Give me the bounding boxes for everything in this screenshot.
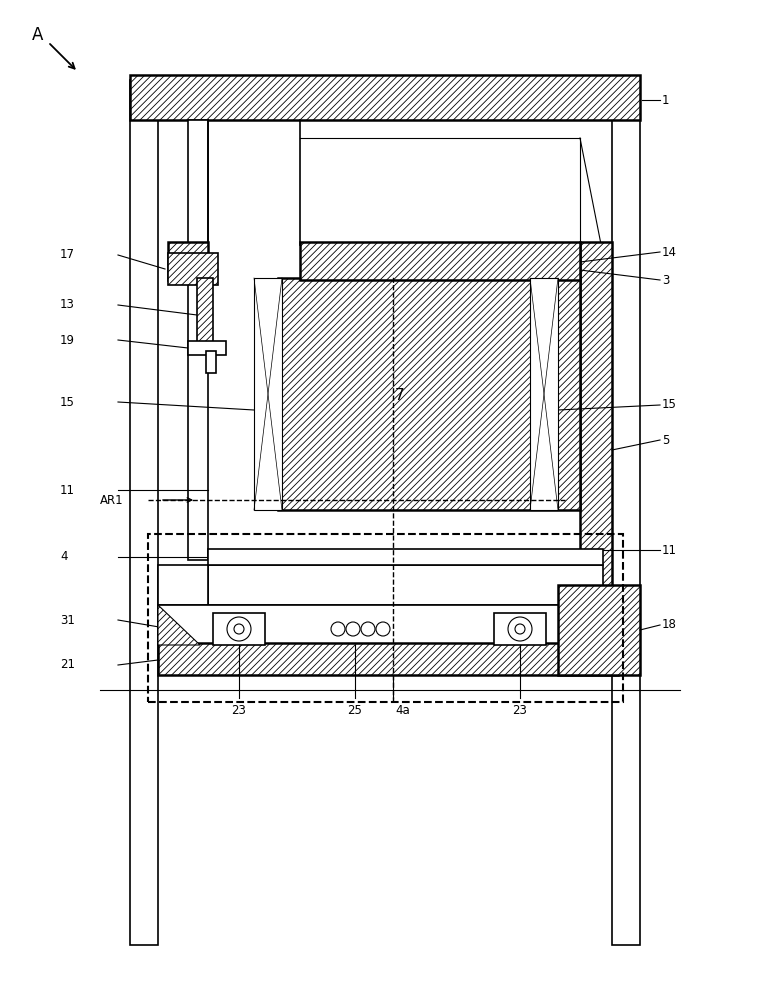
Text: 4a: 4a xyxy=(395,704,410,716)
Text: 5: 5 xyxy=(662,434,670,446)
Bar xyxy=(213,613,265,645)
Bar xyxy=(206,351,216,373)
Bar xyxy=(188,120,208,560)
Text: 19: 19 xyxy=(60,334,75,347)
Circle shape xyxy=(361,622,375,636)
Bar xyxy=(612,80,640,945)
Text: 3: 3 xyxy=(662,273,670,286)
Bar xyxy=(580,242,612,630)
Bar xyxy=(168,253,218,285)
Text: 31: 31 xyxy=(60,613,75,626)
Bar xyxy=(158,643,618,675)
Text: 13: 13 xyxy=(60,298,75,312)
Text: 17: 17 xyxy=(60,248,75,261)
Text: AR1: AR1 xyxy=(100,493,124,506)
Bar xyxy=(494,613,546,645)
Polygon shape xyxy=(254,278,282,510)
Circle shape xyxy=(234,624,244,634)
Text: 23: 23 xyxy=(232,704,246,716)
Bar xyxy=(208,565,603,605)
Text: 11: 11 xyxy=(662,544,677,556)
Polygon shape xyxy=(530,278,558,510)
Circle shape xyxy=(376,622,390,636)
Text: 11: 11 xyxy=(60,484,75,496)
Text: 1: 1 xyxy=(662,94,670,106)
Circle shape xyxy=(515,624,525,634)
Bar xyxy=(158,565,208,605)
Text: 7: 7 xyxy=(395,387,405,402)
Circle shape xyxy=(508,617,532,641)
Bar xyxy=(168,242,208,280)
Bar xyxy=(130,80,158,945)
Text: 14: 14 xyxy=(662,245,677,258)
Text: 15: 15 xyxy=(662,398,677,412)
Bar xyxy=(158,605,618,645)
Text: 25: 25 xyxy=(347,704,363,716)
Text: 4: 4 xyxy=(60,550,68,564)
Text: 21: 21 xyxy=(60,658,75,672)
Bar xyxy=(197,278,213,342)
Bar xyxy=(188,341,226,355)
Bar xyxy=(130,75,640,120)
Text: 23: 23 xyxy=(512,704,527,716)
Bar xyxy=(300,242,580,280)
Bar xyxy=(208,549,603,565)
Polygon shape xyxy=(158,605,200,645)
Text: 18: 18 xyxy=(662,618,677,632)
Circle shape xyxy=(331,622,345,636)
Text: A: A xyxy=(33,26,43,44)
Circle shape xyxy=(227,617,251,641)
Bar xyxy=(558,585,640,675)
Circle shape xyxy=(346,622,360,636)
Bar xyxy=(278,278,580,510)
Text: 15: 15 xyxy=(60,395,75,408)
